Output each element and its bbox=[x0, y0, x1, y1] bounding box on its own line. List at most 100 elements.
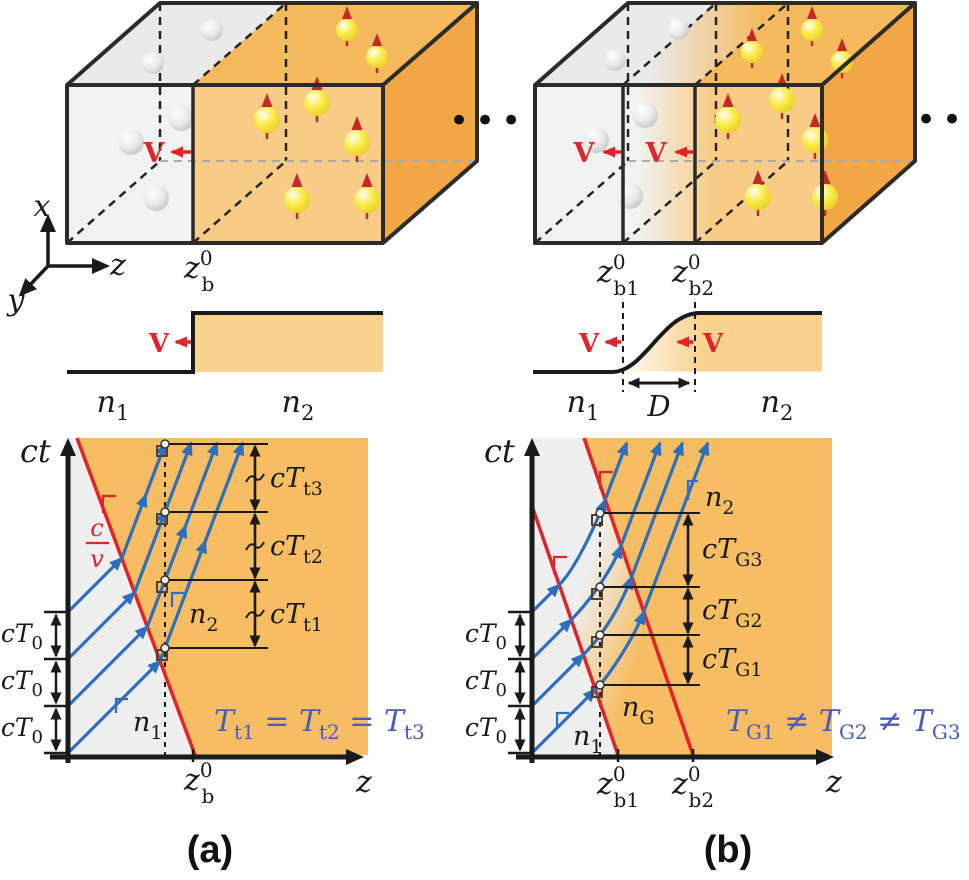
light-ray bbox=[530, 688, 597, 755]
diagram-b-n1-slope-marker bbox=[555, 711, 569, 727]
light-ray bbox=[66, 556, 124, 614]
diagram-b-graded-region bbox=[532, 438, 693, 755]
box-b-side-face bbox=[822, 3, 915, 243]
profile-a-n2-fill bbox=[193, 313, 383, 372]
index-profile-step: V n1 n2 bbox=[67, 311, 383, 425]
diagram-b-ct0-label: cT0 bbox=[465, 713, 507, 748]
profile-a-n1-label: n1 bbox=[97, 385, 130, 425]
diagram-a-ct-label: ct bbox=[20, 432, 51, 470]
profile-b-n1-label: n1 bbox=[567, 385, 600, 425]
diagram-b-ct0-label: cT0 bbox=[465, 666, 507, 701]
diagram-a-cTt1-label: cTt1 bbox=[270, 599, 323, 636]
box-b-zb1-label: z0 b1 bbox=[596, 250, 639, 300]
diagram-b-cTG2-label: cTG2 bbox=[702, 595, 762, 632]
box-a-atoms-excited bbox=[254, 6, 388, 220]
diagram-a-boundary-worldline bbox=[75, 437, 197, 756]
box-a-side-face bbox=[383, 3, 477, 243]
diagram-b-red-slope-marker-2 bbox=[598, 470, 613, 489]
diagram-b-period-connectors bbox=[600, 512, 700, 686]
profile-b-n2-label: n2 bbox=[761, 385, 794, 425]
profile-b-velocity-label-2: V bbox=[702, 329, 724, 359]
diagram-a-detection-points bbox=[156, 439, 170, 661]
box-a-front-face-orange bbox=[193, 85, 383, 243]
light-ray bbox=[530, 583, 561, 614]
axes-3d bbox=[18, 214, 110, 297]
light-ray bbox=[630, 441, 684, 578]
box-a-velocity-label: V bbox=[143, 138, 166, 169]
light-ray bbox=[603, 441, 629, 501]
light-ray bbox=[203, 441, 245, 542]
diagram-b-nG-label: nG bbox=[622, 692, 655, 729]
light-ray bbox=[66, 591, 136, 661]
diagram-b-boundary1-worldline bbox=[530, 505, 620, 756]
diagram-a-equation: Tt1 = Tt2 = Tt3 bbox=[214, 704, 425, 744]
light-ray bbox=[144, 441, 167, 496]
y-axis-label: y bbox=[6, 283, 26, 318]
diagram-b-zb1-axis-label: z0 b1 bbox=[596, 762, 639, 812]
diagram-a-zb-axis-label: z0 b bbox=[183, 758, 214, 808]
diagram-b-equation: TG1 ≠ TG2 ≠ TG3 bbox=[726, 704, 961, 744]
spacetime-diagram-graded: ct z cT0 cT0 cT0 cTG3 cTG2 cTG1 n2 n1 nG… bbox=[465, 432, 961, 812]
profile-a-step-line bbox=[67, 311, 383, 374]
spacetime-diagram-sharp: ct z cT0 cT0 cT0 c v cTt3 cTt2 cTt1 n2 n… bbox=[1, 432, 425, 808]
box-b-outline bbox=[533, 1, 917, 245]
profile-a-velocity-label: V bbox=[148, 329, 170, 359]
caption-panel-a: (a) bbox=[187, 829, 233, 871]
diagram-b-z-label: z bbox=[825, 765, 842, 800]
box-b-hidden-edges bbox=[534, 2, 790, 244]
diagram-b-n2-region bbox=[584, 438, 832, 755]
diagram-a-ct0-label: cT0 bbox=[1, 713, 43, 748]
diagram-a-break-squiggles bbox=[245, 473, 265, 619]
light-ray bbox=[582, 575, 634, 656]
profile-a-n2-label: n2 bbox=[282, 385, 315, 425]
caption-panel-b: (b) bbox=[704, 829, 753, 871]
diagram-a-z-label: z bbox=[355, 765, 372, 800]
diagram-a-n1-label: n1 bbox=[133, 707, 162, 744]
light-ray bbox=[530, 653, 585, 708]
light-ray bbox=[66, 659, 162, 755]
diagram-b-ct0-ticks bbox=[508, 610, 532, 755]
box-b-zb2-label: z0 b2 bbox=[671, 250, 714, 300]
box-a-zb-label: z0 b bbox=[183, 246, 214, 296]
diagram-a-n1-slope-marker bbox=[114, 697, 128, 713]
diagram-a-cTt2-label: cTt2 bbox=[270, 531, 323, 568]
box-b-top-face-orange bbox=[695, 3, 915, 85]
diagram-b-light-rays bbox=[530, 441, 710, 755]
y-axis bbox=[18, 264, 50, 297]
z-axis-3d-label: z bbox=[109, 248, 126, 283]
diagram-a-n2-region bbox=[77, 438, 368, 755]
box-a-outline bbox=[65, 1, 479, 245]
diagram-a-cTt3-label: cTt3 bbox=[270, 463, 323, 500]
box-b-top-face-gradient bbox=[623, 3, 788, 85]
light-ray bbox=[530, 618, 573, 661]
diagram-b-n2-slope-marker bbox=[686, 479, 698, 500]
profile-b-velocity-label-1: V bbox=[578, 329, 600, 359]
box-a-top-face-gray bbox=[67, 3, 286, 85]
diagram-a-n2-slope-marker bbox=[170, 591, 184, 607]
diagram-a-ct0-label: cT0 bbox=[1, 619, 43, 654]
box-a-hidden-edges bbox=[66, 2, 288, 244]
light-ray bbox=[558, 498, 607, 586]
profile-b-n2-fill bbox=[618, 313, 822, 372]
diagram-b-cTG1-label: cTG1 bbox=[702, 644, 762, 681]
light-ray bbox=[120, 492, 148, 559]
box-a-ellipsis: ••• bbox=[449, 101, 527, 141]
diagram-a-ct0-ticks bbox=[44, 610, 68, 755]
profile-b-width-label: D bbox=[646, 389, 670, 423]
box-b-front-face-gray bbox=[535, 85, 623, 243]
diagram-a-c-over-v-numerator: c bbox=[90, 514, 103, 542]
diagram-b-ct-label: ct bbox=[484, 432, 515, 470]
index-profile-graded: V V D n1 n2 bbox=[533, 302, 822, 425]
profile-b-sigmoid-line bbox=[533, 311, 822, 374]
diagram-b-n1-label: n1 bbox=[573, 721, 602, 758]
diagram-b-detection-points bbox=[591, 508, 605, 698]
diagram-a-period-connectors bbox=[165, 443, 268, 649]
diagram-b-cTG3-label: cTG3 bbox=[702, 534, 762, 571]
light-ray bbox=[66, 625, 149, 708]
box-b-velocity-label-2: V bbox=[645, 138, 668, 169]
light-ray bbox=[164, 441, 193, 511]
diagram-b-n2-label: n2 bbox=[705, 482, 734, 519]
